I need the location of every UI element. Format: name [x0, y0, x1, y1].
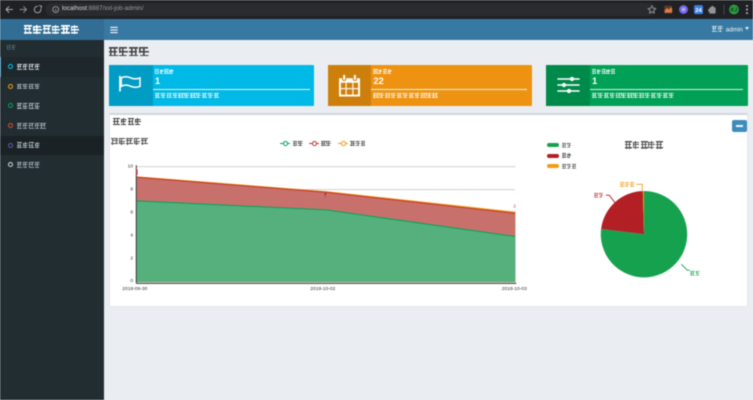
- svg-text:2: 2: [131, 256, 134, 262]
- svg-text:24: 24: [695, 8, 702, 14]
- svg-text:2018-10-02: 2018-10-02: [310, 286, 335, 292]
- svg-text:2018-10-03: 2018-10-03: [502, 286, 527, 292]
- svg-text:6: 6: [131, 210, 134, 216]
- svg-text:8: 8: [131, 187, 134, 193]
- svg-text:2018-09-30: 2018-09-30: [122, 286, 147, 292]
- svg-text:0: 0: [131, 278, 134, 284]
- svg-text:KJ: KJ: [731, 8, 738, 14]
- svg-text:2: 2: [514, 204, 517, 209]
- svg-text:10: 10: [128, 164, 134, 170]
- svg-text:4: 4: [131, 233, 134, 239]
